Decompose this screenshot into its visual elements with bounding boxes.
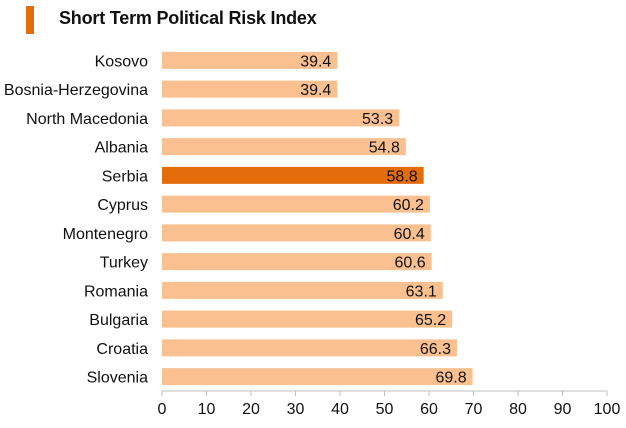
bar-bulgaria bbox=[162, 310, 453, 328]
x-tick-label: 60 bbox=[420, 401, 438, 418]
value-label: 39.4 bbox=[300, 53, 331, 70]
bar-turkey bbox=[162, 253, 432, 271]
bar-serbia bbox=[162, 166, 424, 184]
value-label: 39.4 bbox=[300, 82, 331, 99]
category-label: Bulgaria bbox=[89, 312, 148, 329]
bar-slovenia bbox=[162, 368, 473, 386]
value-label: 58.8 bbox=[387, 168, 418, 185]
value-label: 60.2 bbox=[393, 197, 424, 214]
x-tick-label: 100 bbox=[594, 401, 621, 418]
category-label: Serbia bbox=[102, 168, 148, 185]
value-label: 69.8 bbox=[435, 370, 466, 387]
bar-kosovo bbox=[162, 51, 338, 69]
bar-bosnia-herzegovina bbox=[162, 80, 338, 98]
category-label: Bosnia-Herzegovina bbox=[4, 82, 148, 99]
bar-cyprus bbox=[162, 195, 430, 213]
category-label: Slovenia bbox=[87, 370, 148, 387]
category-label: Montenegro bbox=[63, 226, 148, 243]
bar-albania bbox=[162, 138, 406, 156]
value-label: 66.3 bbox=[420, 341, 451, 358]
x-tick-label: 40 bbox=[331, 401, 349, 418]
x-tick-label: 10 bbox=[198, 401, 216, 418]
category-label: North Macedonia bbox=[26, 111, 148, 128]
x-tick-label: 90 bbox=[554, 401, 572, 418]
category-label: Croatia bbox=[96, 341, 148, 358]
value-label: 63.1 bbox=[406, 283, 437, 300]
value-label: 65.2 bbox=[415, 312, 446, 329]
title-accent-bar bbox=[26, 6, 34, 34]
bar-romania bbox=[162, 281, 443, 299]
value-label: 60.4 bbox=[394, 226, 425, 243]
bar-croatia bbox=[162, 339, 458, 357]
value-label: 60.6 bbox=[395, 255, 426, 272]
category-label: Romania bbox=[84, 283, 148, 300]
category-label: Kosovo bbox=[95, 53, 148, 70]
x-tick-label: 80 bbox=[509, 401, 527, 418]
bar-north-macedonia bbox=[162, 109, 400, 127]
category-label: Turkey bbox=[100, 255, 148, 272]
category-label: Albania bbox=[95, 140, 148, 157]
value-label: 53.3 bbox=[362, 111, 393, 128]
bar-montenegro bbox=[162, 224, 431, 242]
x-tick-label: 30 bbox=[287, 401, 305, 418]
x-tick-label: 50 bbox=[376, 401, 394, 418]
x-tick-label: 0 bbox=[158, 401, 167, 418]
x-tick-label: 70 bbox=[465, 401, 483, 418]
value-label: 54.8 bbox=[369, 140, 400, 157]
category-label: Cyprus bbox=[97, 197, 148, 214]
chart-title: Short Term Political Risk Index bbox=[59, 8, 317, 28]
x-tick-label: 20 bbox=[242, 401, 260, 418]
